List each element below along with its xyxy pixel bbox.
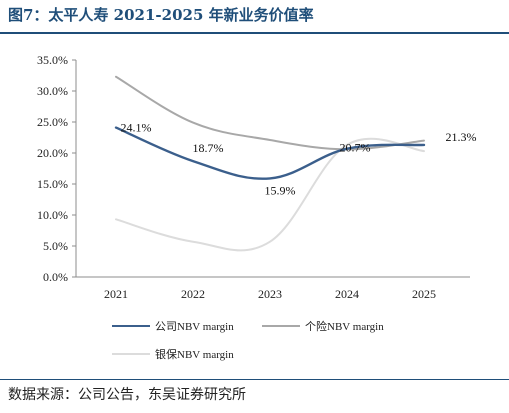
data-label: 20.7% bbox=[340, 141, 371, 155]
series-lines bbox=[114, 75, 426, 252]
legend-label-agency: 个险NBV margin bbox=[305, 321, 384, 333]
data-label: 18.7% bbox=[193, 141, 224, 155]
x-tick-label: 2025 bbox=[412, 287, 436, 301]
y-axis: 0.0% 5.0% 10.0% 15.0% 20.0% 25.0% 30.0% 35.0% bbox=[37, 53, 77, 284]
legend-swatch-bancassurance bbox=[112, 353, 150, 355]
y-tick-label: 25.0% bbox=[37, 115, 68, 129]
x-axis: 2021 2022 2023 2024 2025 bbox=[76, 276, 470, 301]
legend-item-bancassurance: 银保NBV margin bbox=[112, 346, 234, 362]
data-label: 21.3% bbox=[446, 130, 477, 144]
legend-label-company: 公司NBV margin bbox=[155, 321, 234, 333]
source-note: 数据来源：公司公告，东吴证券研究所 bbox=[8, 387, 246, 403]
y-tick-label: 35.0% bbox=[37, 53, 68, 67]
title-divider bbox=[0, 32, 509, 34]
figure-title: 图7：太平人寿 2021-2025 年新业务价值率 bbox=[8, 6, 314, 24]
x-tick-label: 2022 bbox=[181, 287, 205, 301]
line-chart: 0.0% 5.0% 10.0% 15.0% 20.0% 25.0% 30.0% 35.0% 2… bbox=[37, 53, 477, 301]
series-line-agency bbox=[115, 75, 425, 151]
y-tick-label: 20.0% bbox=[37, 146, 68, 160]
data-labels: 24.1% 18.7% 15.9% 20.7% 21.3% bbox=[121, 121, 477, 198]
x-tick-label: 2024 bbox=[335, 287, 359, 301]
x-tick-label: 2023 bbox=[258, 287, 282, 301]
y-tick-label: 30.0% bbox=[37, 84, 68, 98]
legend-item-company: 公司NBV margin bbox=[112, 318, 234, 334]
legend-label-bancassurance: 银保NBV margin bbox=[155, 349, 234, 361]
legend-swatch-agency bbox=[262, 325, 300, 327]
data-label: 15.9% bbox=[265, 183, 296, 197]
x-tick-label: 2021 bbox=[104, 287, 128, 301]
y-tick-label: 10.0% bbox=[37, 208, 68, 222]
source-divider bbox=[0, 379, 509, 380]
y-tick-label: 0.0% bbox=[43, 270, 68, 284]
legend-item-agency: 个险NBV margin bbox=[262, 318, 384, 334]
series-line-bancassurance bbox=[115, 137, 425, 252]
y-tick-label: 15.0% bbox=[37, 177, 68, 191]
legend-swatch-company bbox=[112, 325, 150, 327]
y-tick-label: 5.0% bbox=[43, 239, 68, 253]
series-line-company bbox=[114, 126, 426, 180]
data-label: 24.1% bbox=[121, 121, 152, 135]
